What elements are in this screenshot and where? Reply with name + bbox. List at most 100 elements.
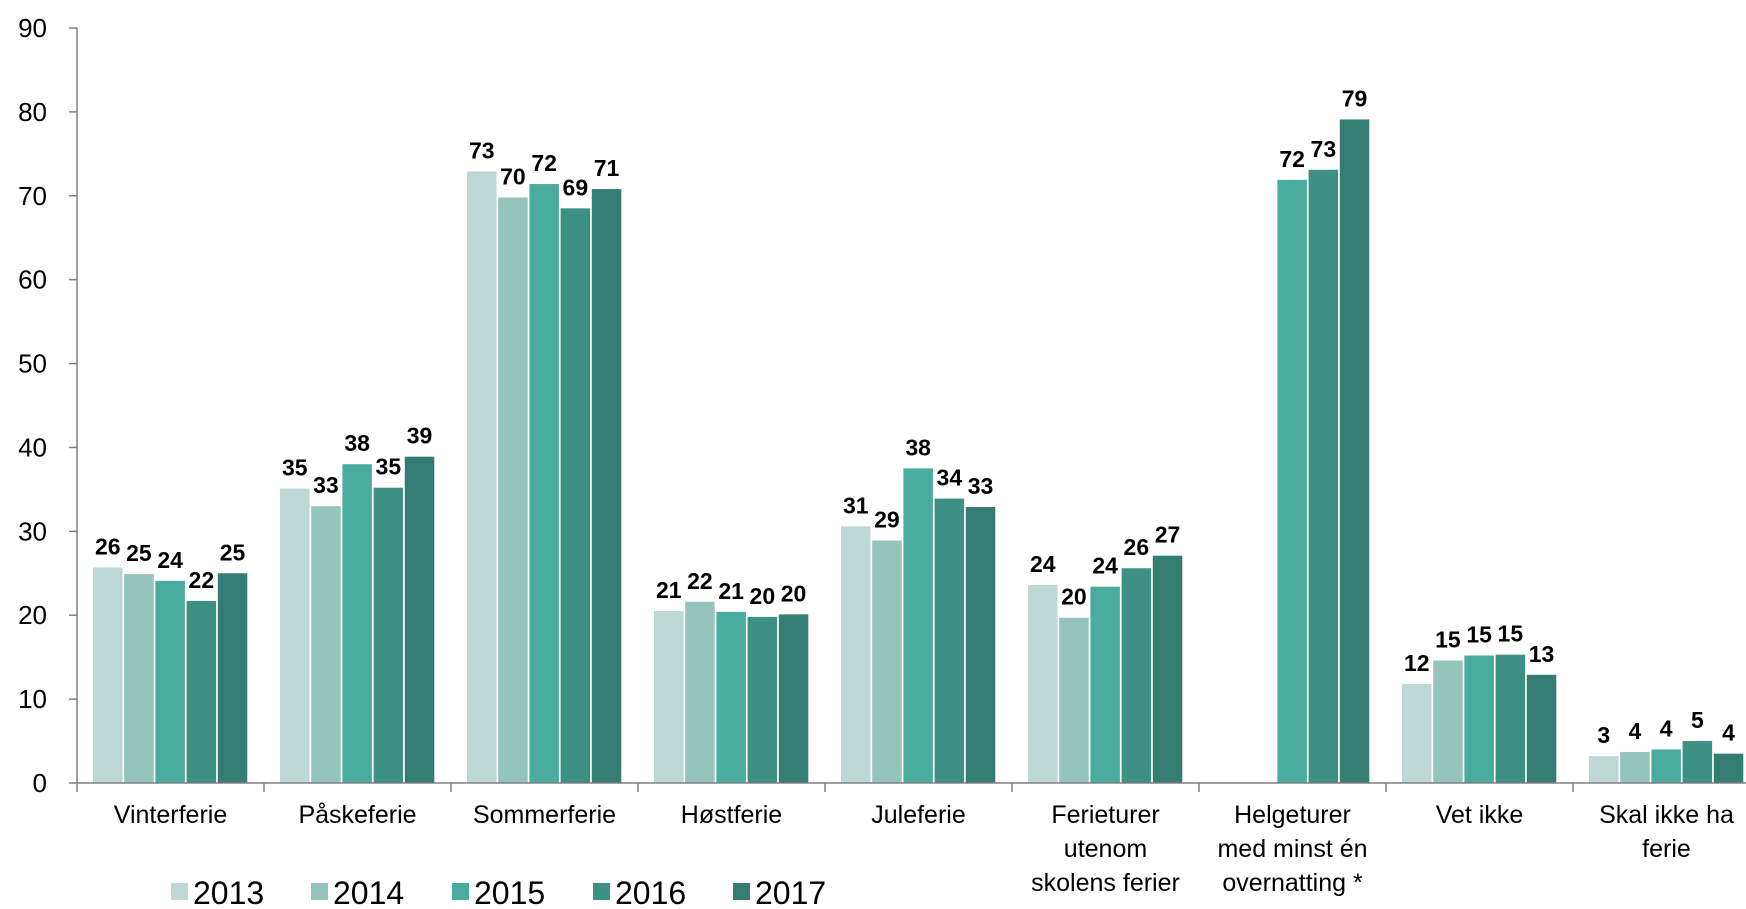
- data-label: 21: [656, 577, 682, 603]
- bar-2017: [404, 456, 435, 783]
- data-label: 3: [1597, 722, 1610, 748]
- bar-2016: [747, 616, 778, 783]
- legend: 2013 2014 2015 2016 2017: [171, 875, 826, 909]
- legend-entry: 2013: [193, 875, 264, 909]
- legend-swatch: [733, 883, 750, 900]
- x-category-label-line: ferie: [1642, 835, 1691, 863]
- x-category-label: Ferieturer utenom skolens ferier: [1031, 801, 1180, 897]
- y-tick-label: 50: [18, 349, 47, 379]
- data-label: 70: [500, 163, 526, 189]
- x-axis: Vinterferie Påskeferie Sommerferie Høstferi…: [76, 782, 1746, 897]
- data-label: 22: [687, 568, 713, 594]
- bar-2015: [1651, 749, 1681, 783]
- bar-2017: [1713, 753, 1744, 783]
- bar-2013: [280, 488, 310, 783]
- bar-2014: [124, 574, 154, 783]
- data-label: 4: [1629, 718, 1642, 744]
- x-category-label-line: med minst én: [1217, 835, 1367, 863]
- data-label: 71: [594, 155, 620, 181]
- bars: [93, 119, 1744, 784]
- x-category-label: Påskeferie: [298, 801, 416, 829]
- bar-2015: [716, 611, 746, 783]
- bar-2013: [93, 567, 123, 783]
- data-label: 26: [1124, 534, 1150, 560]
- data-label: 73: [1311, 136, 1337, 162]
- bar-2017: [217, 573, 248, 783]
- x-category-label-line: Juleferie: [871, 801, 966, 829]
- bar-2017: [591, 189, 622, 784]
- y-tick-label: 70: [18, 181, 47, 211]
- data-label: 25: [126, 540, 152, 566]
- data-label: 38: [905, 434, 931, 460]
- legend-swatch: [171, 883, 188, 900]
- bar-2016: [1495, 654, 1526, 783]
- data-label: 4: [1722, 720, 1735, 746]
- bar-2013: [1028, 585, 1058, 783]
- data-label: 21: [718, 578, 744, 604]
- x-category-label: Vinterferie: [114, 801, 228, 829]
- bar-2015: [155, 580, 185, 783]
- legend-swatch: [452, 883, 469, 900]
- data-label: 27: [1155, 522, 1181, 548]
- data-label: 25: [220, 539, 246, 565]
- bar-2017: [1526, 674, 1557, 783]
- data-label: 24: [157, 547, 183, 573]
- x-category-label: Sommerferie: [473, 801, 616, 829]
- x-category-label-line: utenom: [1064, 835, 1147, 863]
- data-label: 20: [750, 583, 776, 609]
- legend-entry: 2017: [755, 875, 826, 909]
- bar-2013: [1589, 756, 1619, 783]
- data-label: 22: [189, 567, 215, 593]
- bar-2014: [1433, 660, 1463, 783]
- legend-swatch: [593, 883, 610, 900]
- y-axis: 0 10 20 30 40 50 60 70 80 90: [18, 13, 78, 798]
- bar-2017: [965, 507, 996, 783]
- data-label: 69: [563, 174, 589, 200]
- bar-2015: [903, 468, 933, 783]
- data-label: 13: [1529, 641, 1555, 667]
- bar-2014: [1059, 617, 1089, 783]
- bar-2016: [1308, 169, 1339, 783]
- x-category-label-line: Vinterferie: [114, 801, 228, 829]
- x-category-label: Juleferie: [871, 801, 966, 829]
- data-label: 73: [469, 137, 495, 163]
- data-label: 31: [843, 492, 869, 518]
- y-tick-label: 90: [18, 13, 47, 43]
- bar-2015: [1090, 586, 1120, 783]
- legend-entry: 2015: [474, 875, 545, 909]
- bar-2014: [685, 601, 715, 783]
- data-label: 12: [1404, 650, 1430, 676]
- bar-2015: [529, 184, 559, 784]
- bar-2014: [1620, 751, 1650, 783]
- bar-2013: [467, 171, 497, 783]
- bar-2017: [778, 614, 809, 783]
- bar-2015: [1277, 179, 1307, 784]
- bar-2014: [311, 506, 341, 783]
- data-label: 29: [874, 507, 900, 533]
- x-category-label-line: Påskeferie: [298, 801, 416, 829]
- y-tick-label: 40: [18, 432, 47, 462]
- data-label: 20: [781, 580, 807, 606]
- x-category-label-line: Høstferie: [681, 801, 782, 829]
- data-label: 35: [376, 454, 402, 480]
- x-category-label: Vet ikke: [1436, 801, 1524, 829]
- x-category-label-line: Sommerferie: [473, 801, 616, 829]
- data-label: 34: [937, 465, 963, 491]
- bar-2017: [1152, 555, 1183, 783]
- data-label: 72: [531, 150, 557, 176]
- bar-2016: [186, 600, 217, 783]
- data-label: 5: [1691, 707, 1704, 733]
- y-tick-label: 30: [18, 516, 47, 546]
- x-category-label-line: Ferieturer: [1051, 801, 1159, 829]
- data-label: 15: [1435, 627, 1461, 653]
- y-tick-label: 20: [18, 600, 47, 630]
- data-label: 26: [95, 533, 121, 559]
- legend-entry: 2016: [615, 875, 686, 909]
- bar-2013: [841, 526, 871, 783]
- x-category-label-line: skolens ferier: [1031, 869, 1180, 897]
- x-category-label-line: Helgeturer: [1234, 801, 1351, 829]
- x-category-label-line: overnatting *: [1222, 869, 1363, 897]
- bar-2014: [498, 197, 528, 783]
- bar-2015: [342, 464, 372, 783]
